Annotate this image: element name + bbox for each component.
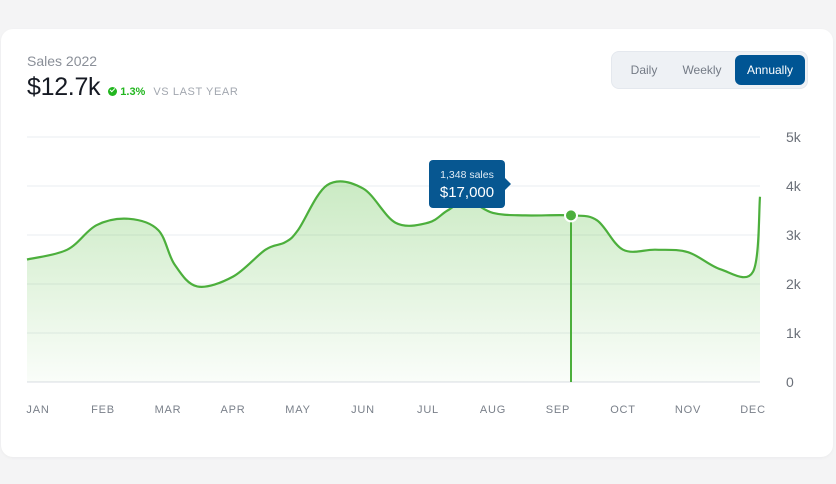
y-tick-label: 3k [786,227,802,243]
x-tick-label: MAR [155,404,182,416]
x-tick-label: APR [220,404,245,416]
x-tick-label: MAY [285,404,310,416]
x-tick-label: JAN [26,404,49,416]
comparison-label: VS LAST YEAR [153,86,239,98]
y-tick-label: 4k [786,178,802,194]
x-tick-label: OCT [610,404,636,416]
x-tick-label: NOV [675,404,701,416]
annually-button[interactable]: Annually [735,55,805,85]
sales-area [27,181,760,382]
x-tick-label: JUL [417,404,439,416]
highlight-point[interactable] [564,208,578,223]
tooltip-sales-value: $17,000 [439,184,495,201]
change-percent: 1.3% [120,86,146,98]
y-tick-label: 5k [786,129,802,145]
weekly-button[interactable]: Weekly [682,63,722,77]
check-circle-icon [108,87,118,96]
card-title: Sales 2022 [27,53,98,69]
data-tooltip: 1,348 sales $17,000 [429,160,511,208]
tooltip-sales-count: 1,348 sales [440,169,494,181]
x-tick-label: FEB [91,404,115,416]
total-sales-value: $12.7k [27,73,101,101]
daily-button[interactable]: Daily [630,63,658,77]
x-tick-label: JUN [351,404,375,416]
y-tick-label: 0 [786,374,794,390]
sales-line [26,180,762,288]
x-tick-label: DEC [740,404,766,416]
y-tick-label: 2k [786,276,802,292]
x-tick-label: SEP [546,404,570,416]
y-tick-label: 1k [786,325,802,341]
period-toggle: Daily Weekly Annually [611,51,808,89]
summary-row: $12.7k 1.3% VS LAST YEAR [27,73,238,102]
x-tick-label: AUG [480,404,506,416]
